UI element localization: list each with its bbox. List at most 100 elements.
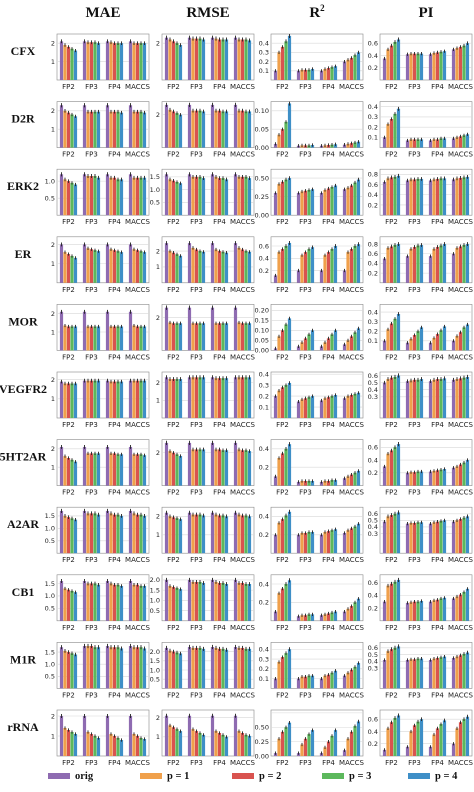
bar-a2ar-pi-fp2-p-1: [386, 516, 390, 554]
bar-vegfr2-r-fp4-p-2: [326, 397, 331, 418]
bar-m1r-pi-fp4-p-2: [435, 657, 440, 689]
bar-5ht2ar-pi-maccs-orig: [451, 467, 456, 486]
bar-er-pi-maccs-p-4: [465, 244, 470, 283]
bar-5ht2ar-pi-fp3-p-1: [409, 472, 413, 486]
bar-cb1-rmse-fp4-p-1: [214, 581, 218, 621]
bar-cfx-r-maccs-orig: [342, 61, 347, 80]
x-tick-label-maccs: MACCS: [339, 759, 364, 767]
bar-er-rmse-fp3-p-4: [201, 251, 206, 283]
bar-erk2-pi-maccs-p-2: [458, 177, 463, 216]
bar-er-rmse-fp4-p-3: [221, 251, 225, 283]
row-label-m1r: M1R: [10, 652, 36, 666]
x-tick-label-fp3: FP3: [85, 286, 98, 294]
y-tick-label: 1.5: [45, 648, 55, 656]
x-tick-label-fp3: FP3: [190, 353, 203, 361]
bar-mor-r-fp3-orig: [296, 346, 301, 351]
bar-vegfr2-r-fp3-p-3: [307, 397, 311, 418]
bar-a2ar-mae-fp3-p-2: [89, 513, 94, 554]
bar-cfx-mae-fp2-orig: [59, 41, 64, 80]
bar-erk2-pi-fp4-p-4: [442, 178, 447, 216]
x-tick-label-fp2: FP2: [62, 556, 75, 564]
bar-cfx-mae-fp3-p-4: [96, 43, 101, 80]
bar-a2ar-pi-fp4-p-3: [439, 521, 443, 554]
bar-vegfr2-r-fp4-p-3: [330, 396, 334, 418]
bar-vegfr2-r-maccs-p-1: [346, 396, 350, 418]
y-tick-label: 0.5: [45, 605, 55, 613]
bar-vegfr2-mae-fp2-orig: [59, 381, 64, 418]
y-tick-label: 0.3: [368, 113, 378, 121]
bar-5ht2ar-pi-maccs-p-3: [462, 462, 466, 486]
x-tick-label-fp2: FP2: [385, 759, 398, 767]
x-tick-label-fp2: FP2: [385, 286, 398, 294]
bar-rrna-mae-fp2-p-3: [70, 732, 74, 756]
bar-rrna-pi-maccs-p-4: [465, 716, 470, 756]
bar-er-pi-maccs-p-1: [455, 247, 459, 283]
bar-mor-mae-maccs-p-4: [142, 326, 147, 351]
bar-er-r-maccs-orig: [342, 270, 347, 283]
bar-cfx-pi-fp4-p-1: [432, 53, 436, 80]
y-tick-label: 1.0: [45, 177, 55, 185]
bar-er-rmse-maccs-p-3: [244, 251, 248, 283]
bar-d2r-pi-fp3-p-3: [416, 139, 420, 148]
bar-5ht2ar-pi-fp2-p-1: [386, 453, 390, 486]
x-tick-label-fp2: FP2: [62, 624, 75, 632]
bar-rrna-rmse-fp4-p-2: [217, 733, 222, 756]
bar-m1r-r-fp3-p-2: [303, 676, 308, 689]
bar-er-mae-fp2-p-3: [70, 255, 74, 283]
x-tick-label-maccs: MACCS: [230, 83, 255, 91]
bar-rrna-mae-maccs-p-2: [135, 736, 140, 756]
y-tick-label: 0.15: [255, 317, 269, 325]
legend-swatch-orig: [48, 773, 70, 779]
bar-er-pi-fp4-orig: [428, 256, 433, 283]
y-tick-label: 0.1: [368, 134, 378, 142]
bar-cb1-mae-fp2-p-4: [73, 592, 78, 621]
bar-cfx-pi-fp3-p-1: [409, 53, 413, 80]
y-tick-label: 0.4: [368, 658, 378, 666]
bar-m1r-r-maccs-p-2: [349, 669, 354, 689]
legend-label-p-1: p = 1: [167, 771, 189, 782]
bar-erk2-mae-maccs-p-3: [139, 177, 143, 216]
bar-rrna-mae-fp3-p-2: [89, 734, 94, 756]
bar-er-rmse-fp3-p-3: [198, 251, 202, 283]
bar-mor-pi-maccs-p-2: [458, 332, 463, 351]
bar-a2ar-r-maccs-p-3: [353, 526, 357, 554]
bar-rrna-r-fp2-p-4: [287, 722, 292, 756]
bar-mor-mae-fp4-p-2: [112, 326, 117, 351]
bar-cb1-rmse-fp3-orig: [187, 579, 192, 621]
bar-cfx-pi-fp4-p-2: [435, 52, 440, 80]
bar-vegfr2-r-fp4-p-1: [323, 398, 327, 418]
y-tick-label: 0.5: [150, 199, 160, 207]
bar-erk2-r-fp3-p-4: [310, 189, 315, 216]
x-tick-label-fp4: FP4: [431, 489, 444, 497]
x-tick-label-fp4: FP4: [431, 624, 444, 632]
bar-er-r-fp4-p-2: [326, 252, 331, 283]
bar-m1r-r-fp4-p-3: [330, 672, 334, 689]
bar-d2r-r-maccs-p-1: [346, 143, 350, 148]
bar-a2ar-mae-fp3-p-3: [93, 513, 97, 554]
bar-m1r-pi-maccs-p-4: [465, 652, 470, 689]
bar-mor-pi-fp4-orig: [428, 342, 433, 351]
bar-cb1-r-fp2-p-1: [277, 593, 281, 621]
bar-a2ar-rmse-fp2-p-1: [168, 516, 172, 554]
bar-d2r-r-maccs-p-3: [353, 142, 357, 148]
x-tick-label-fp3: FP3: [408, 218, 421, 226]
bar-5ht2ar-r-fp4-p-3: [330, 480, 334, 486]
x-tick-label-fp3: FP3: [190, 218, 203, 226]
bar-cfx-mae-fp4-p-2: [112, 43, 117, 80]
bar-rrna-mae-maccs-p-4: [142, 739, 147, 756]
bar-cb1-pi-fp3-p-1: [409, 602, 413, 621]
x-tick-label-fp2: FP2: [276, 151, 289, 159]
bar-5ht2ar-r-fp4-p-2: [326, 481, 331, 486]
y-tick-label: 0.4: [259, 646, 269, 654]
bar-a2ar-mae-fp2-p-1: [63, 515, 67, 554]
bar-m1r-rmse-maccs-p-4: [247, 648, 252, 689]
bar-cb1-r-fp2-p-4: [287, 580, 292, 621]
bar-d2r-r-fp2-p-3: [284, 121, 288, 148]
bar-mor-mae-fp2-p-2: [66, 326, 71, 351]
x-tick-label-maccs: MACCS: [448, 556, 473, 564]
x-tick-label-fp4: FP4: [108, 489, 121, 497]
bar-erk2-r-maccs-p-3: [353, 182, 357, 216]
bar-5ht2ar-rmse-maccs-p-4: [247, 451, 252, 486]
bar-er-pi-fp3-p-3: [416, 245, 420, 283]
bar-mor-rmse-maccs-p-1: [237, 322, 241, 351]
